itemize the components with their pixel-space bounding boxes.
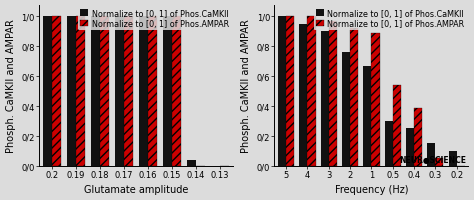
Bar — [76, 17, 85, 166]
Bar — [372, 34, 380, 166]
Bar — [393, 86, 401, 166]
Bar — [67, 17, 76, 166]
Bar — [436, 158, 444, 166]
Bar — [286, 17, 294, 166]
Bar — [148, 17, 157, 166]
Bar — [406, 129, 414, 166]
Bar — [172, 17, 181, 166]
Bar — [427, 143, 436, 166]
Y-axis label: Phosph. CaMKII and AMPAR: Phosph. CaMKII and AMPAR — [6, 19, 16, 152]
X-axis label: Glutamate amplitude: Glutamate amplitude — [83, 185, 188, 194]
Bar — [414, 108, 422, 166]
Bar — [329, 22, 337, 166]
Bar — [91, 17, 100, 166]
Bar — [308, 17, 316, 166]
Bar — [300, 25, 308, 166]
Bar — [187, 160, 196, 166]
Bar — [278, 17, 286, 166]
Bar — [124, 17, 133, 166]
Bar — [52, 17, 61, 166]
Bar — [115, 17, 124, 166]
Y-axis label: Phosph. CaMKII and AMPAR: Phosph. CaMKII and AMPAR — [241, 19, 251, 152]
Bar — [350, 29, 358, 166]
Bar — [342, 53, 350, 166]
Bar — [363, 66, 372, 166]
Bar — [139, 17, 148, 166]
Bar — [43, 17, 52, 166]
Bar — [448, 151, 457, 166]
Text: NEUR●SCIENCE: NEUR●SCIENCE — [400, 155, 466, 164]
X-axis label: Frequency (Hz): Frequency (Hz) — [335, 185, 408, 194]
Legend: Normalize to [0, 1] of Phos.CaMKII, Normalize to [0, 1] of Phos.AMPAR: Normalize to [0, 1] of Phos.CaMKII, Norm… — [314, 7, 467, 31]
Bar — [100, 17, 109, 166]
Legend: Normalize to [0, 1] of Phos.CaMKII, Normalize to [0, 1] of Phos.AMPAR: Normalize to [0, 1] of Phos.CaMKII, Norm… — [78, 7, 231, 31]
Bar — [384, 121, 393, 166]
Bar — [163, 17, 172, 166]
Bar — [321, 32, 329, 166]
